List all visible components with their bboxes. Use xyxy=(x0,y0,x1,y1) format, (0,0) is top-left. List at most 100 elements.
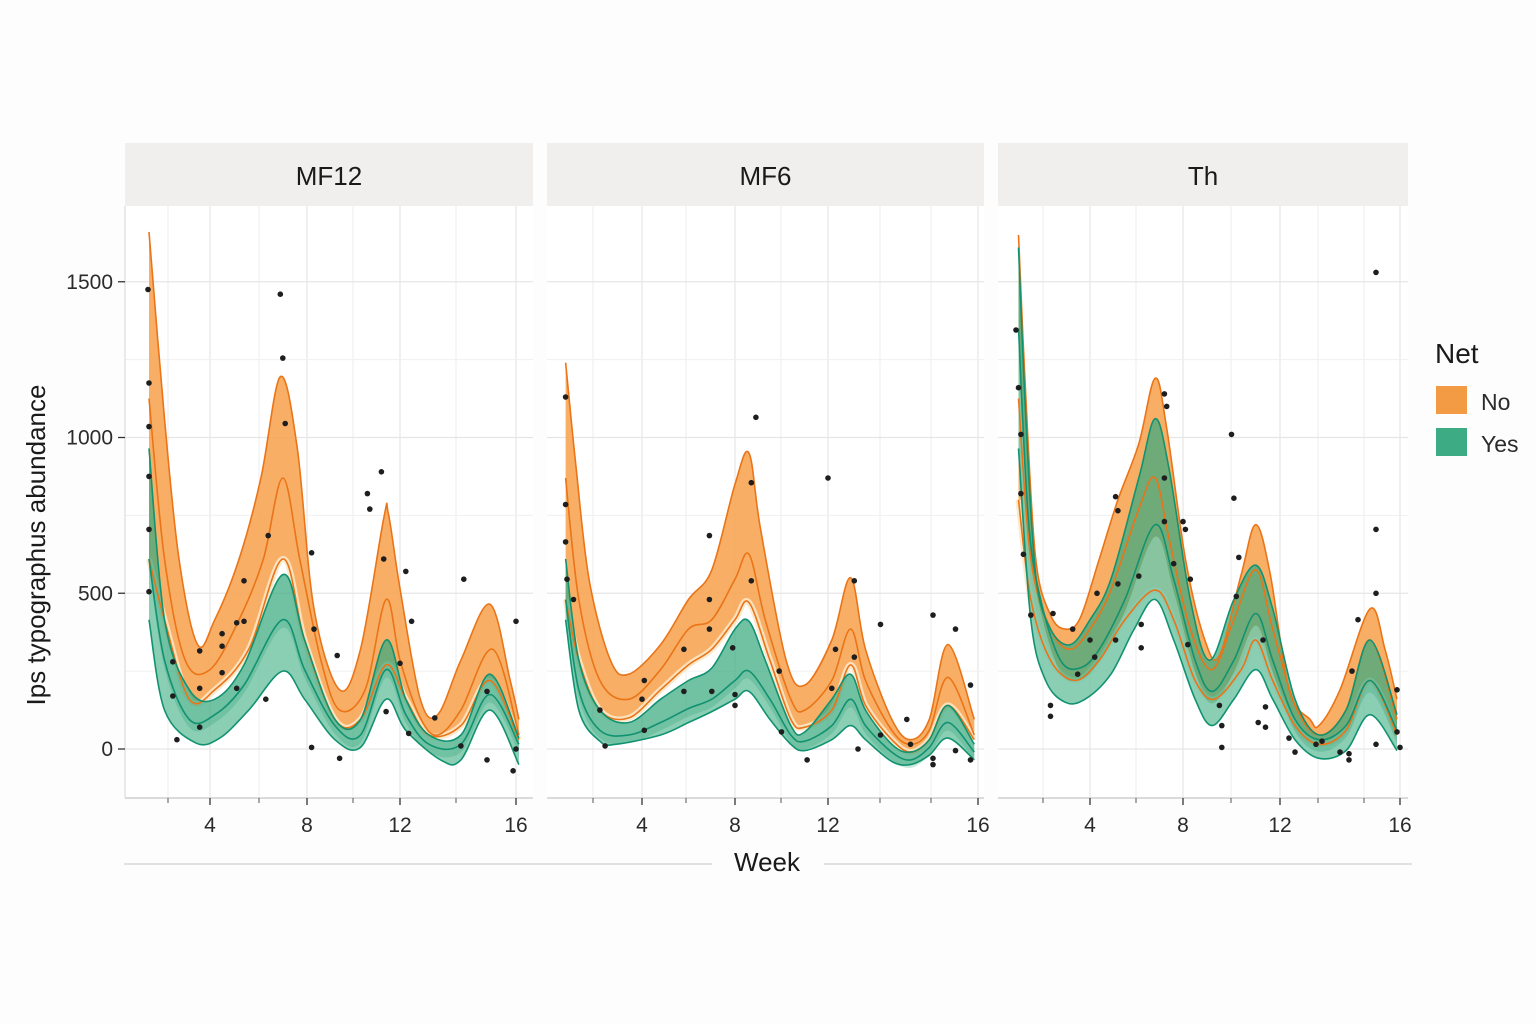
data-point xyxy=(461,576,467,582)
data-point xyxy=(641,677,648,684)
y-tick-label: 1000 xyxy=(66,427,113,450)
data-point xyxy=(174,736,180,743)
data-point xyxy=(146,526,152,533)
data-point xyxy=(1182,526,1189,533)
data-point xyxy=(241,618,247,625)
x-tick-label: 12 xyxy=(816,814,839,837)
data-point xyxy=(311,626,317,632)
facet-strip-label: Th xyxy=(1188,161,1218,191)
data-point xyxy=(1292,749,1298,755)
x-tick-label: 4 xyxy=(636,814,648,837)
data-point xyxy=(1161,475,1168,481)
data-point xyxy=(265,532,272,539)
data-point xyxy=(562,539,569,545)
data-point xyxy=(1094,590,1100,597)
data-point xyxy=(1394,729,1400,735)
y-axis: 0 500 1000 1500 xyxy=(66,206,126,798)
data-point xyxy=(378,469,385,475)
data-point xyxy=(334,652,341,659)
panel-mf6: MF6 4 8 12 16 xyxy=(547,143,990,837)
line-no-mean xyxy=(148,398,520,736)
data-point xyxy=(380,556,387,562)
ribbon-yes-inner xyxy=(565,607,975,769)
data-point xyxy=(513,746,519,752)
legend-key-yes xyxy=(1436,428,1467,456)
line-yes-lower xyxy=(1017,448,1398,760)
data-point xyxy=(336,755,343,762)
data-point xyxy=(904,716,910,723)
data-point xyxy=(170,693,176,699)
data-point xyxy=(748,578,755,584)
data-point xyxy=(146,473,152,480)
data-point xyxy=(432,715,438,721)
data-point xyxy=(562,501,569,508)
data-point xyxy=(1074,671,1081,677)
data-point xyxy=(776,668,782,674)
line-yes-mean xyxy=(1017,328,1398,741)
x-tick-label: 16 xyxy=(1388,814,1411,837)
data-point xyxy=(851,654,858,660)
data-point xyxy=(1262,704,1269,710)
line-yes-mean xyxy=(564,599,975,761)
data-point xyxy=(1373,590,1379,597)
data-point xyxy=(1260,637,1266,643)
data-point xyxy=(1216,702,1223,709)
data-point xyxy=(364,490,371,497)
data-point xyxy=(308,744,315,751)
data-layer xyxy=(562,362,977,769)
data-point xyxy=(907,741,914,748)
facet-strip-label: MF6 xyxy=(740,161,792,191)
data-point xyxy=(748,479,755,486)
line-yes-mean xyxy=(148,558,520,751)
legend-key-no xyxy=(1436,386,1467,414)
panels: MF12 4 8 12 16 MF6 4 8 12 16 Th 4 8 12 16 0 500 1000 1500 xyxy=(66,143,1412,837)
data-point xyxy=(1161,391,1168,397)
ribbon-yes xyxy=(149,448,519,765)
data-point xyxy=(1373,526,1379,533)
data-point xyxy=(706,532,713,539)
data-point xyxy=(681,688,687,695)
data-point xyxy=(1028,612,1034,618)
line-yes-lower xyxy=(148,619,520,766)
data-point xyxy=(1373,741,1379,748)
data-point xyxy=(1015,384,1022,391)
ribbon-yes-inner xyxy=(149,567,519,765)
x-tick-label: 12 xyxy=(388,814,411,837)
data-point xyxy=(408,618,415,625)
data-point xyxy=(146,380,152,386)
data-point xyxy=(732,702,738,709)
data-point xyxy=(1069,626,1076,632)
data-point xyxy=(1112,493,1119,500)
legend-label-no: No xyxy=(1481,389,1510,415)
y-axis-title: Ips typographus abundance xyxy=(21,385,51,706)
data-point xyxy=(405,730,412,737)
data-point xyxy=(877,621,884,628)
x-tick-label: 4 xyxy=(204,814,216,837)
data-point xyxy=(241,578,247,584)
data-point xyxy=(1355,616,1361,623)
y-tick-label: 500 xyxy=(78,582,113,605)
data-point xyxy=(778,729,785,735)
line-no-upper xyxy=(1017,234,1398,729)
data-point xyxy=(458,743,464,749)
data-point xyxy=(967,682,974,688)
data-point xyxy=(562,394,569,400)
data-point xyxy=(1136,573,1142,579)
data-point xyxy=(681,646,687,653)
data-point xyxy=(145,286,151,293)
data-point xyxy=(832,646,839,653)
x-tick-label: 16 xyxy=(504,814,527,837)
data-point xyxy=(1319,738,1325,744)
data-point xyxy=(1115,581,1121,587)
data-point xyxy=(1236,554,1242,561)
data-point xyxy=(1047,702,1054,709)
data-point xyxy=(484,688,490,695)
data-point xyxy=(825,475,831,481)
line-yes-upper xyxy=(564,558,975,754)
data-point xyxy=(706,626,713,632)
data-point xyxy=(1018,490,1024,497)
data-layer xyxy=(1013,234,1403,763)
data-point xyxy=(403,568,409,575)
line-no-lower xyxy=(1017,499,1398,746)
